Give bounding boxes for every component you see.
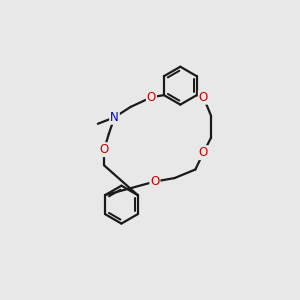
Text: O: O (199, 91, 208, 104)
Text: O: O (100, 143, 109, 156)
Text: O: O (150, 175, 160, 188)
Text: N: N (110, 111, 119, 124)
Text: O: O (147, 91, 156, 104)
Text: O: O (199, 146, 208, 159)
